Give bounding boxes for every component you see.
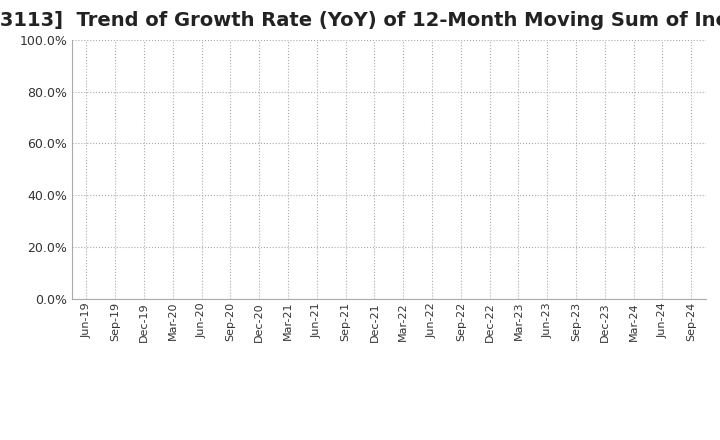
- Title: [3113]  Trend of Growth Rate (YoY) of 12-Month Moving Sum of Incomes: [3113] Trend of Growth Rate (YoY) of 12-…: [0, 11, 720, 30]
